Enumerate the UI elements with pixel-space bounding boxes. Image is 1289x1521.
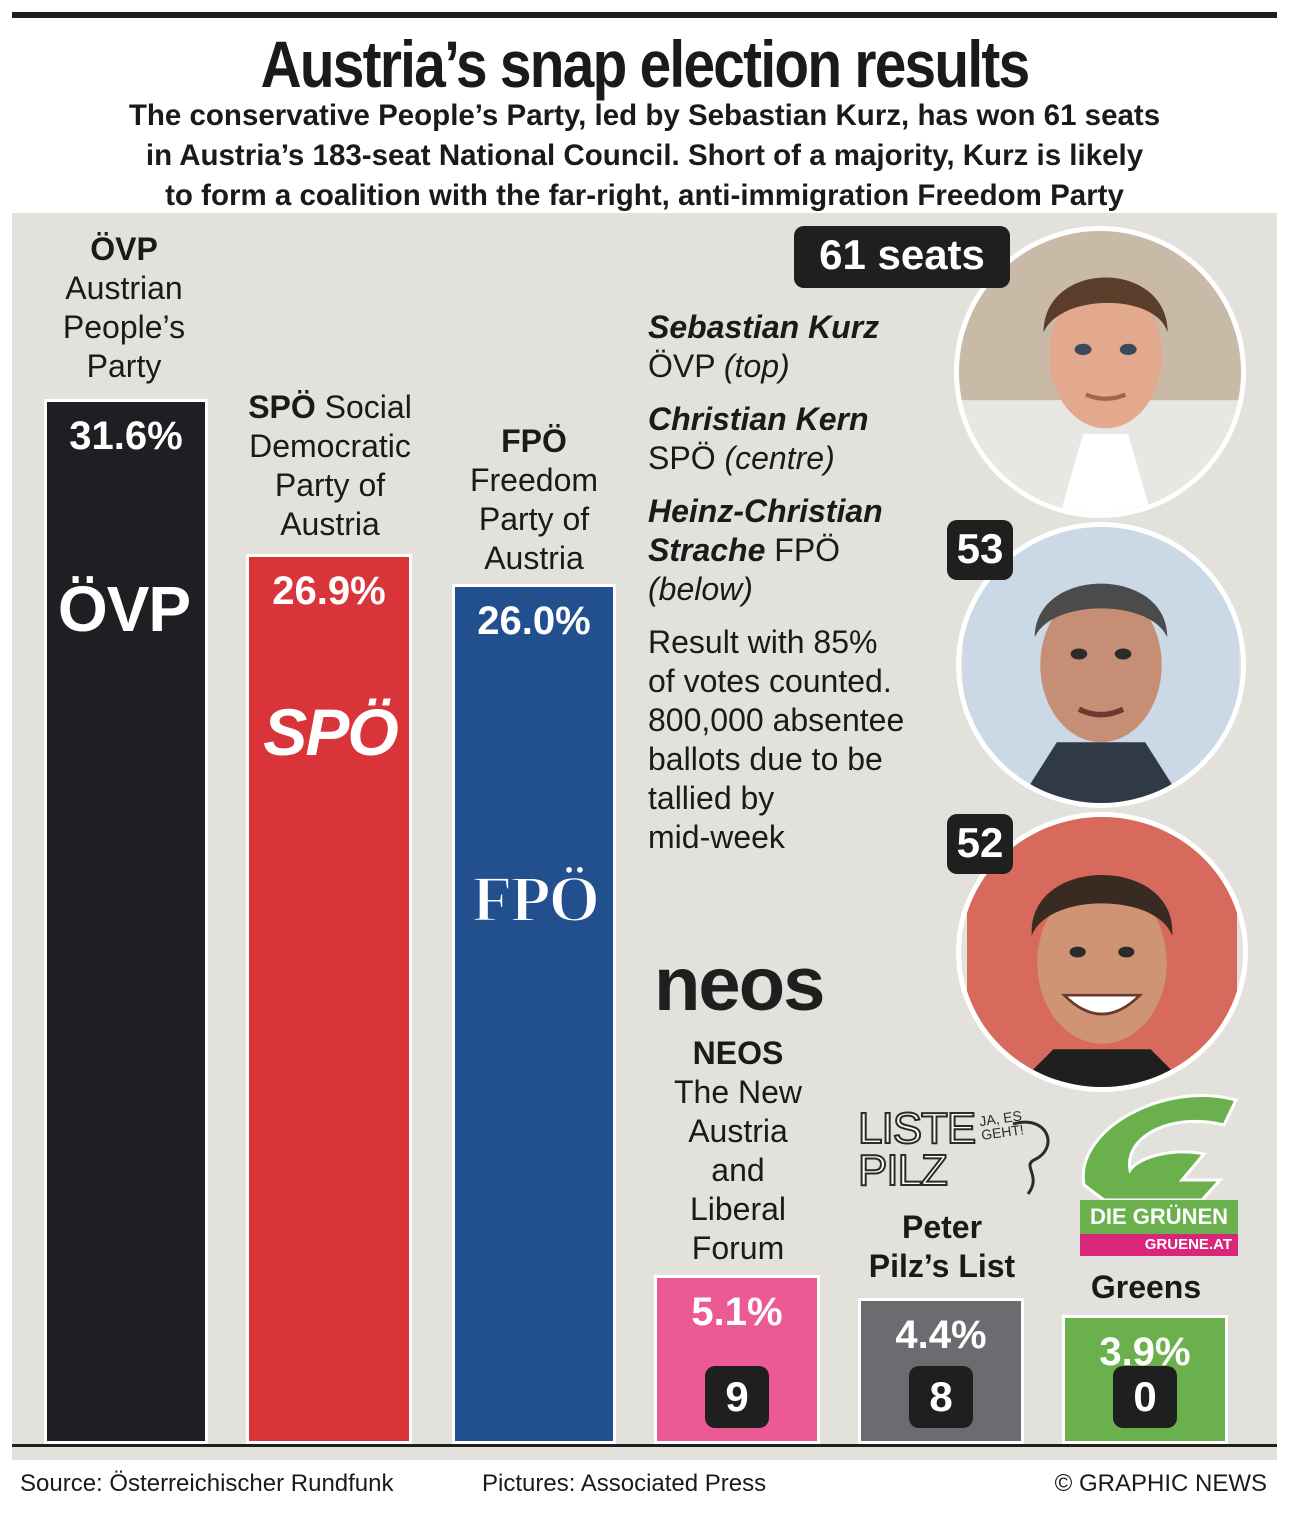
bar-value-label: 4.4% [895, 1313, 987, 1357]
bar-1 [246, 554, 412, 1444]
party-label-greens: Greens [1090, 1269, 1202, 1305]
liste-pilz-logo: LISTE PILZ JA, ES GEHT! [857, 1106, 1058, 1200]
party-label-spo: SPÖ Social Democratic Party of Austria [248, 389, 412, 542]
subtitle-line: to form a coalition with the far-right, … [165, 179, 1124, 212]
spo-logo: SPÖ [263, 695, 398, 769]
bar-value-label: 26.9% [272, 569, 386, 613]
ovp-logo: ÖVP [57, 573, 191, 645]
party-label-ovp: ÖVP Austrian People’s Party [62, 231, 186, 384]
seat-badge-fpo: 52 [947, 814, 1013, 874]
top-rule [12, 12, 1277, 18]
seat-badge-spo: 53 [947, 520, 1013, 580]
bar-value-label: 26.0% [477, 599, 591, 643]
pictures-credit: Pictures: Associated Press [482, 1470, 767, 1497]
leader-notes: Sebastian Kurz ÖVP (top) Christian Kern … [648, 308, 948, 857]
bar-value-label: 5.1% [691, 1290, 783, 1334]
subtitle-line: in Austria’s 183-seat National Council. … [145, 139, 1144, 172]
seat-badge: 8 [909, 1366, 973, 1428]
seat-badge: 9 [705, 1366, 769, 1428]
pilz-curve-icon [1012, 1120, 1050, 1195]
seat-badge: 0 [1113, 1366, 1177, 1428]
party-label-fpo: FPÖ Freedom Party of Austria [469, 423, 599, 576]
neos-logo: neos [654, 942, 825, 1027]
bar-2 [452, 584, 616, 1444]
source-credit: Source: Österreichischer Rundfunk [20, 1470, 394, 1497]
fpo-logo: FPÖ [471, 862, 601, 937]
graphic-news-credit: © GRAPHIC NEWS [1054, 1470, 1267, 1497]
greens-logo: DIE GRÜNEN GRUENE.AT [1074, 1090, 1244, 1260]
subtitle-line: The conservative People’s Party, led by … [128, 99, 1161, 132]
result-note: Result with 85% of votes counted. 800,00… [648, 624, 905, 855]
chart-subtitle: The conservative People’s Party, led by … [12, 96, 1277, 216]
bar-value-label: 31.6% [69, 414, 183, 458]
greens-g-icon [1081, 1094, 1239, 1202]
x-axis-baseline [12, 1444, 1277, 1447]
party-label-pilz: Peter Pilz’s List [868, 1209, 1016, 1284]
seat-badge-ovp: 61 seats [794, 226, 1010, 288]
bar-0 [44, 399, 208, 1444]
party-label-neos: NEOS The New Austria and Liberal Forum [673, 1035, 803, 1266]
chart-title: Austria’s snap election results [260, 27, 1031, 101]
